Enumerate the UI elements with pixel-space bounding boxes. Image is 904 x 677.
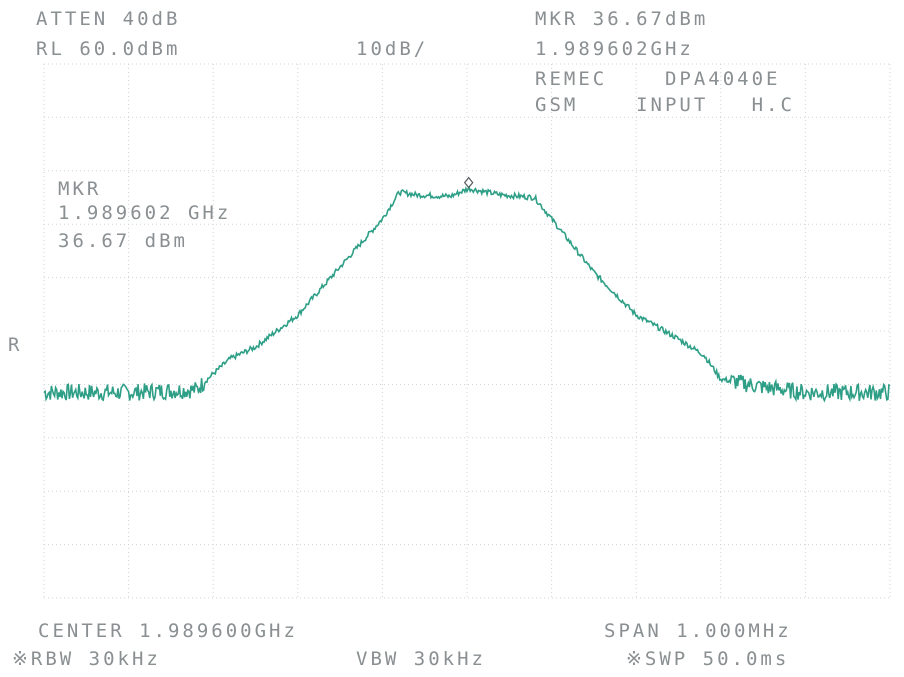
marker-diamond-icon bbox=[463, 176, 474, 189]
device-label: REMEC DPA4040E bbox=[535, 68, 781, 90]
spectrum-trace bbox=[43, 185, 891, 403]
swp-readout: ※SWP 50.0ms bbox=[626, 648, 790, 670]
vbw-readout: VBW 30kHz bbox=[356, 648, 486, 670]
scale-readout: 10dB/ bbox=[356, 38, 429, 60]
atten-readout: ATTEN 40dB bbox=[36, 8, 181, 30]
side-label: R bbox=[8, 334, 23, 356]
marker-level-readout: MKR 36.67dBm bbox=[535, 8, 709, 30]
center-freq-readout: CENTER 1.989600GHz bbox=[38, 620, 298, 642]
marker-box-title: MKR bbox=[58, 178, 102, 200]
marker-box-freq: 1.989602 GHz bbox=[58, 202, 232, 224]
ref-level-readout: RL 60.0dBm bbox=[36, 38, 181, 60]
marker-box-level: 36.67 dBm bbox=[58, 230, 188, 252]
input-label: GSM INPUT H.C bbox=[535, 94, 795, 116]
span-readout: SPAN 1.000MHz bbox=[604, 620, 792, 642]
plot-grid bbox=[43, 63, 891, 599]
marker-freq-readout: 1.989602GHz bbox=[535, 38, 694, 60]
rbw-readout: ※RBW 30kHz bbox=[12, 648, 161, 670]
